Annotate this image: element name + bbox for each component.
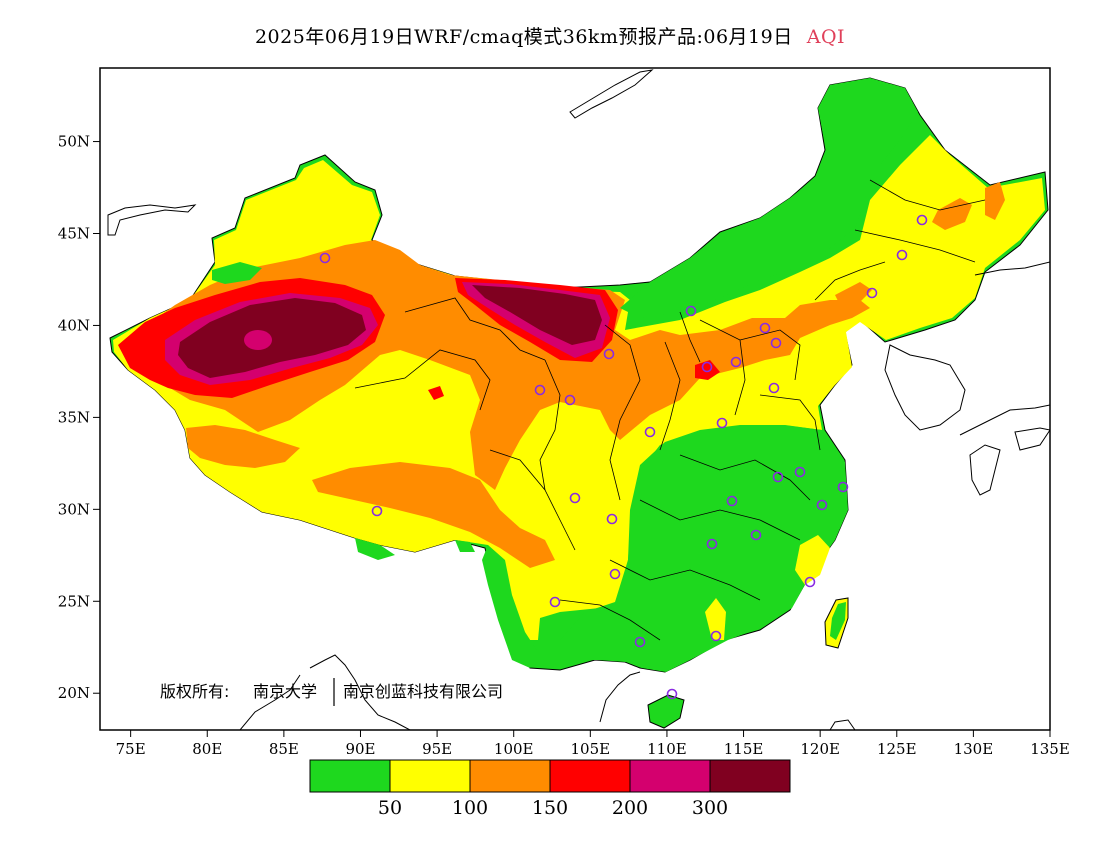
station-marker [534, 384, 546, 396]
station-marker [609, 568, 621, 580]
station-marker [916, 214, 928, 226]
y-tick-label: 20N [58, 684, 90, 702]
taiwan-green [830, 602, 846, 640]
station-marker [644, 426, 656, 438]
copyright-org1: 南京大学 [253, 682, 317, 701]
station-marker [371, 505, 383, 517]
station-marker [730, 356, 742, 368]
moderate-zone-guangdong [705, 598, 726, 640]
station-marker [634, 636, 646, 648]
x-tick-label: 115E [724, 740, 764, 758]
colorbar-swatch [629, 759, 711, 793]
usg-zone-northeast [932, 182, 1005, 230]
x-tick-label: 105E [571, 740, 611, 758]
station-marker [759, 322, 771, 334]
y-tick-label: 50N [58, 133, 90, 151]
hazardous-zone-gobi [472, 285, 602, 345]
title-product: AQI [806, 26, 846, 48]
y-tick-label: 35N [58, 408, 90, 426]
province-boundaries [354, 179, 986, 641]
x-tick-label: 130E [954, 740, 994, 758]
title-main: 2025年06月19日WRF/cmaq模式36km预报产品:06月19日 [254, 26, 793, 48]
good-zone-tibet-south [355, 538, 475, 560]
station-marker [564, 394, 576, 406]
station-marker [866, 287, 878, 299]
station-marker [770, 337, 782, 349]
x-tick-label: 125E [877, 740, 917, 758]
x-tick-label: 85E [269, 740, 299, 758]
station-marker [603, 348, 615, 360]
longitude-axis: 75E 80E 85E 90E 95E 100E 105E 110E 115E 120E 125E 1… [116, 730, 1070, 758]
hainan-island [647, 694, 685, 729]
colorbar-threshold-label: 200 [612, 797, 648, 819]
colorbar-swatch [709, 759, 791, 793]
station-marker [772, 471, 784, 483]
map-title: 2025年06月19日WRF/cmaq模式36km预报产品:06月19日 AQI [0, 22, 1100, 49]
aqi-colorbar: 50 100 150 200 300 [309, 759, 791, 819]
y-tick-label: 40N [58, 316, 90, 334]
good-zone-xinjiang-nw [212, 262, 262, 284]
colorbar-swatch [469, 759, 551, 793]
moderate-zone-fujian [795, 535, 830, 585]
x-tick-label: 110E [647, 740, 687, 758]
very-unhealthy-hotspot [244, 330, 272, 350]
colorbar-threshold-label: 50 [378, 797, 402, 819]
station-marker [726, 495, 738, 507]
y-tick-label: 25N [58, 592, 90, 610]
station-marker [804, 576, 816, 588]
station-marker [716, 417, 728, 429]
colorbar-swatch [549, 759, 631, 793]
station-marker [896, 249, 908, 261]
usg-zone-liaoning [835, 282, 872, 305]
station-marker [794, 466, 806, 478]
x-tick-label: 75E [116, 740, 146, 758]
station-marker [706, 538, 718, 550]
map-frame [99, 67, 1051, 731]
station-marker [816, 499, 828, 511]
station-marker [319, 252, 331, 264]
station-marker [666, 688, 678, 700]
good-zone-north [620, 78, 918, 318]
y-tick-label: 30N [58, 500, 90, 518]
station-marker [549, 596, 561, 608]
hazardous-zone-tarim [178, 298, 366, 378]
x-tick-label: 120E [800, 740, 840, 758]
monitoring-stations [319, 214, 928, 700]
station-marker [768, 382, 780, 394]
x-tick-label: 100E [494, 740, 534, 758]
station-marker [750, 529, 762, 541]
usg-zone-west-tail [186, 425, 300, 468]
x-tick-label: 135E [1030, 740, 1070, 758]
copyright-org2: 南京创蓝科技有限公司 [343, 682, 503, 701]
colorbar-threshold-label: 150 [532, 797, 568, 819]
colorbar-swatch [309, 759, 391, 793]
colorbar-swatch [389, 759, 471, 793]
station-marker [685, 305, 697, 317]
station-marker [569, 492, 581, 504]
copyright-prefix: 版权所有: [160, 682, 229, 701]
station-marker [606, 513, 618, 525]
map-plot-area: 版权所有: 南京大学 南京创蓝科技有限公司 [107, 69, 1050, 730]
y-tick-label: 45N [58, 225, 90, 243]
x-tick-label: 80E [192, 740, 222, 758]
latitude-axis: 20N 25N 30N 35N 40N 45N 50N [58, 133, 100, 702]
x-tick-label: 90E [345, 740, 375, 758]
x-tick-label: 95E [422, 740, 452, 758]
colorbar-threshold-label: 100 [452, 797, 488, 819]
unhealthy-zone-shanxi [695, 360, 720, 380]
neighbor-coastlines [107, 69, 1050, 730]
good-zone-yunnan [482, 545, 538, 668]
station-marker [701, 361, 713, 373]
usg-zone-central [312, 462, 555, 568]
good-zone-south [560, 425, 848, 672]
station-marker [837, 481, 849, 493]
station-marker [710, 630, 722, 642]
unhealthy-zone-qinghai [428, 386, 444, 400]
colorbar-threshold-label: 300 [692, 797, 728, 819]
